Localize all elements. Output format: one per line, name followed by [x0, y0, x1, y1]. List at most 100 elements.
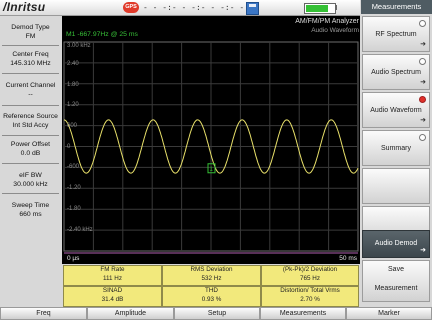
audio-demod-label: Audio Demod: [374, 240, 418, 247]
x-axis-end: 50 ms: [339, 255, 357, 262]
demod-type-item[interactable]: Demod Type FM: [0, 24, 61, 41]
brand-logo: /Inritsu: [3, 0, 46, 14]
sweep-time-value: 660 ms: [19, 210, 42, 218]
softkey-panel: Measurements RF Spectrum ➜ Audio Spectru…: [361, 0, 432, 307]
fm-rate-cell: FM Rate 111 Hz: [63, 265, 162, 286]
menu-title: Measurements: [361, 0, 432, 14]
marker-readout: M1 -667.97Hz @ 25 ms: [66, 31, 138, 38]
measurement-table: FM Rate 111 Hz RMS Deviation 532 Hz (Pk-…: [62, 264, 360, 307]
y-tick-label: 0: [67, 144, 71, 150]
fm-rate-label: FM Rate: [100, 266, 125, 273]
thd-label: THD: [205, 287, 218, 294]
waveform-plot: 1: [63, 41, 359, 254]
sinad-value: 31.4 dB: [101, 295, 124, 303]
battery-tip: [335, 5, 337, 10]
demod-type-label: Demod Type: [11, 24, 50, 31]
thd-cell: THD 0.93 %: [162, 286, 261, 307]
summary-button[interactable]: Summary: [362, 130, 430, 166]
distortion-label: Distortion/ Total Vrms: [280, 287, 340, 294]
battery-icon: [304, 3, 336, 14]
freq-menu-button[interactable]: Freq: [0, 307, 87, 320]
rms-deviation-label: RMS Deviation: [190, 266, 233, 273]
y-tick-label: 1.80: [67, 82, 79, 88]
mode-subtitle: Audio Waveform: [311, 27, 359, 34]
divider: [2, 105, 59, 106]
y-tick-label: 1.20: [67, 102, 79, 108]
gps-badge: GPS: [123, 2, 139, 13]
rf-spectrum-button[interactable]: RF Spectrum ➜: [362, 16, 430, 52]
audio-waveform-button[interactable]: Audio Waveform ➜: [362, 92, 430, 128]
marker-menu-button[interactable]: Marker: [346, 307, 432, 320]
y-tick-label: 600: [67, 123, 78, 129]
rms-deviation-cell: RMS Deviation 532 Hz: [162, 265, 261, 286]
rf-spectrum-label: RF Spectrum: [375, 31, 417, 38]
y-tick-label: -2.40 kHz: [67, 227, 93, 233]
power-offset-value: 0.0 dB: [20, 149, 41, 157]
arrow-right-icon: ➜: [420, 117, 426, 124]
amplitude-menu-button[interactable]: Amplitude: [87, 307, 174, 320]
sweep-time-item[interactable]: Sweep Time 660 ms: [0, 202, 61, 219]
radio-off-icon: [419, 134, 426, 141]
battery-level-fill: [306, 5, 329, 12]
save-disk-icon: [246, 2, 259, 15]
waveform-trace: [63, 119, 359, 174]
setup-menu-button[interactable]: Setup: [174, 307, 260, 320]
y-tick-label: -1.80: [67, 206, 81, 212]
y-tick-label: -600: [67, 164, 80, 170]
distortion-cell: Distortion/ Total Vrms 2.70 %: [261, 286, 359, 307]
x-axis-start: 0 µs: [67, 255, 80, 262]
measurements-menu-button[interactable]: Measurements: [260, 307, 346, 320]
divider: [2, 135, 59, 136]
current-channel-label: Current Channel: [5, 82, 56, 89]
main-menu-bar: Freq Amplitude Setup Measurements Marker: [0, 307, 432, 320]
sinad-cell: SINAD 31.4 dB: [63, 286, 162, 307]
audio-spectrum-label: Audio Spectrum: [371, 69, 421, 76]
audio-spectrum-button[interactable]: Audio Spectrum ➜: [362, 54, 430, 90]
mode-title: AM/FM/PM Analyzer: [295, 18, 359, 25]
pk-pk-deviation-value: 765 Hz: [300, 274, 320, 282]
empty-softkey[interactable]: [362, 168, 430, 204]
if-bw-label: eIF BW: [19, 172, 42, 179]
fm-rate-value: 111 Hz: [102, 274, 123, 282]
y-tick-label: 3.00 kHz: [67, 43, 91, 49]
save-measurement-button[interactable]: Save Measurement: [362, 260, 430, 302]
power-offset-label: Power Offset: [10, 141, 51, 148]
current-channel-value: --: [28, 90, 33, 98]
pk-pk-deviation-label: (Pk-Pk)/2 Deviation: [282, 266, 338, 273]
reference-source-item[interactable]: Reference Source Int Std Accy: [0, 113, 61, 130]
divider: [2, 163, 59, 164]
sweep-time-label: Sweep Time: [11, 202, 50, 209]
radio-off-icon: [419, 58, 426, 65]
radio-on-icon: [419, 96, 426, 103]
audio-waveform-label: Audio Waveform: [370, 107, 422, 114]
waveform-graph[interactable]: 1 AM/FM/PM Analyzer Audio Waveform M1 -6…: [62, 16, 360, 271]
measurement-label: Measurement: [374, 285, 418, 292]
y-tick-label: -1.20: [67, 185, 81, 191]
arrow-right-icon: ➜: [420, 247, 426, 254]
marker-box: [207, 163, 216, 174]
reference-source-label: Reference Source: [3, 113, 58, 120]
radio-off-icon: [419, 20, 426, 27]
if-bw-value: 30.000 kHz: [13, 180, 48, 188]
pk-pk-deviation-cell: (Pk-Pk)/2 Deviation 765 Hz: [261, 265, 359, 286]
audio-demod-button[interactable]: Audio Demod ➜: [362, 230, 430, 258]
divider: [2, 193, 59, 194]
divider: [2, 73, 59, 74]
current-channel-item[interactable]: Current Channel --: [0, 82, 61, 99]
arrow-right-icon: ➜: [420, 79, 426, 86]
center-freq-item[interactable]: Center Freq 145.310 MHz: [0, 51, 61, 68]
reference-source-value: Int Std Accy: [12, 121, 49, 129]
save-label: Save: [388, 266, 404, 273]
summary-label: Summary: [381, 145, 411, 152]
power-offset-item[interactable]: Power Offset 0.0 dB: [0, 141, 61, 158]
divider: [2, 45, 59, 46]
sinad-label: SINAD: [102, 287, 123, 294]
demod-type-value: FM: [25, 32, 36, 40]
marker-label: 1: [210, 167, 214, 173]
arrow-right-icon: ➜: [420, 41, 426, 48]
center-freq-label: Center Freq: [12, 51, 49, 58]
thd-value: 0.93 %: [201, 295, 222, 303]
clock-readout: - - -:- - -:- - -:- - -: [143, 3, 254, 12]
y-tick-label: 2.40: [67, 61, 79, 67]
if-bw-item[interactable]: eIF BW 30.000 kHz: [0, 172, 61, 189]
